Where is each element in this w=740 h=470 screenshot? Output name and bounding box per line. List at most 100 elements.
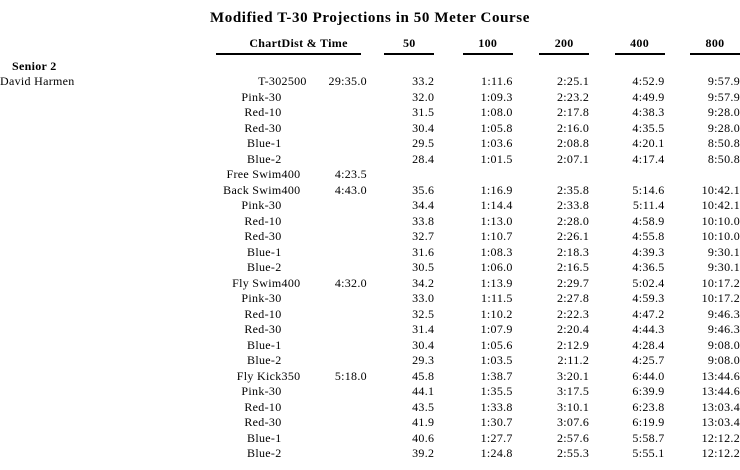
column-header-100-cell: 100: [434, 36, 513, 55]
chart-cell: Blue-2: [247, 260, 282, 274]
split-200-cell: 2:20.4: [557, 322, 590, 336]
split-200-cell: 2:08.8: [557, 136, 590, 150]
split-100-cell: 1:08.3: [480, 244, 513, 259]
swimmer-name-cell: [0, 167, 211, 183]
table-body: Senior 2 David Harmen T-30 2500 29:35.0 …: [0, 55, 740, 462]
split-400-cell: 4:25.7: [632, 353, 665, 367]
split-800-cell: 9:08.0: [707, 353, 740, 367]
dist-cell: [282, 90, 322, 106]
split-100-cell: 1:38.7: [480, 368, 513, 383]
time-cell: [322, 353, 367, 369]
table-row: Blue-2 29.3 1:03.5 2:11.2 4:25.7 9:08.0: [0, 353, 740, 369]
split-200-cell: 2:16.5: [557, 260, 590, 274]
split-200-cell: 2:17.8: [557, 105, 590, 119]
dist-cell: 350: [281, 368, 301, 383]
swimmer-name-cell: [0, 152, 211, 168]
split-50-cell: 32.0: [412, 89, 435, 104]
swimmer-name-cell: [0, 338, 211, 354]
table-row: Red-30 41.9 1:30.7 3:07.6 6:19.9 13:03.4: [0, 415, 740, 431]
split-100-cell: 1:14.4: [480, 198, 513, 212]
split-50-cell: 33.2: [412, 74, 435, 88]
split-200-cell: 2:12.9: [557, 337, 590, 352]
dist-cell: [282, 353, 322, 369]
table-row: Red-10 33.8 1:13.0 2:28.0 4:58.9 10:10.0: [0, 214, 740, 230]
dist-cell: [282, 136, 322, 152]
split-50-cell: 34.4: [412, 198, 435, 212]
split-800-cell: [665, 167, 740, 183]
split-800-cell: 10:17.2: [701, 291, 740, 305]
split-200-cell: 2:25.1: [557, 74, 590, 88]
chart-cell: Red-10: [244, 105, 282, 119]
split-200-cell: 2:18.3: [557, 244, 590, 259]
swimmer-name-cell: [0, 291, 211, 307]
split-400-cell: 4:20.1: [632, 136, 665, 150]
table-row: Red-10 31.5 1:08.0 2:17.8 4:38.3 9:28.0: [0, 105, 740, 121]
swimmer-name-cell: [0, 446, 211, 462]
split-200-cell: 2:33.8: [557, 198, 590, 212]
chart-cell: Blue-1: [247, 337, 282, 352]
time-cell: [322, 446, 367, 462]
split-200-cell: 2:35.8: [557, 182, 590, 197]
column-header-400: 400: [614, 36, 665, 55]
swimmer-name-cell: [0, 245, 211, 261]
dist-cell: [282, 121, 322, 137]
split-400-cell: 4:58.9: [632, 213, 665, 228]
split-100-cell: 1:06.0: [480, 260, 513, 274]
table-row: David Harmen T-30 2500 29:35.0 33.2 1:11…: [0, 74, 740, 90]
swimmer-name-cell: [0, 307, 211, 323]
split-100-cell: 1:08.0: [480, 105, 513, 119]
table-row: Blue-1 40.6 1:27.7 2:57.6 5:58.7 12:12.2: [0, 431, 740, 447]
table-row: Red-30 31.4 1:07.9 2:20.4 4:44.3 9:46.3: [0, 322, 740, 338]
swimmer-name-cell: [0, 198, 211, 214]
swimmer-name-cell: [0, 121, 211, 137]
split-400-cell: 5:14.6: [632, 182, 665, 197]
chart-cell: Pink-30: [241, 291, 282, 305]
time-cell: [322, 322, 367, 338]
split-200-cell: 2:55.3: [557, 446, 590, 460]
dist-cell: [282, 229, 322, 245]
split-800-cell: 12:12.2: [701, 430, 740, 445]
split-50-cell: 29.3: [412, 353, 435, 367]
chart-cell: Blue-1: [247, 430, 282, 445]
chart-cell: Red-10: [244, 213, 282, 228]
dist-cell: 400: [281, 275, 301, 290]
split-400-cell: 4:28.4: [632, 337, 665, 352]
split-800-cell: 9:46.3: [707, 322, 740, 336]
table-row: Pink-30 34.4 1:14.4 2:33.8 5:11.4 10:42.…: [0, 198, 740, 214]
split-50-cell: 40.6: [412, 430, 435, 445]
split-100-cell: 1:11.5: [481, 291, 513, 305]
split-100-cell: 1:05.8: [480, 120, 513, 135]
split-400-cell: 4:52.9: [632, 74, 665, 88]
split-200-cell: 2:26.1: [557, 229, 590, 243]
chart-cell: Pink-30: [241, 89, 282, 104]
split-50-cell: 33.8: [412, 213, 435, 228]
split-800-cell: 10:42.1: [701, 198, 740, 212]
time-cell: [322, 260, 367, 276]
split-800-cell: 9:08.0: [707, 337, 740, 352]
time-cell: [322, 136, 367, 152]
split-400-cell: 6:44.0: [632, 368, 665, 383]
dist-cell: [282, 152, 322, 168]
split-800-cell: 9:57.9: [707, 89, 740, 104]
split-50-cell: 39.2: [412, 446, 435, 460]
dist-cell: [282, 105, 322, 121]
chart-cell: Red-10: [244, 306, 282, 321]
table-row: Fly Swim 400 4:32.0 34.2 1:13.9 2:29.7 5…: [0, 276, 740, 292]
chart-cell: Red-30: [244, 229, 282, 243]
split-400-cell: 5:11.4: [632, 198, 665, 212]
table-row: Fly Kick 350 5:18.0 45.8 1:38.7 3:20.1 6…: [0, 369, 740, 385]
split-400-cell: 4:47.2: [632, 306, 665, 321]
split-100-cell: 1:03.5: [480, 353, 513, 367]
split-400-cell: 5:02.4: [632, 275, 665, 290]
time-cell: [322, 415, 367, 431]
chart-cell: Blue-1: [247, 136, 282, 150]
time-cell: [322, 400, 367, 416]
split-50-cell: 31.6: [412, 244, 435, 259]
group-label: Senior 2: [12, 58, 57, 73]
time-cell: [322, 431, 367, 447]
dist-cell: [282, 291, 322, 307]
split-400-cell: 4:59.3: [632, 291, 665, 305]
swimmer-name-cell: [0, 136, 211, 152]
dist-cell: 400: [281, 182, 301, 197]
split-800-cell: 13:44.6: [701, 384, 740, 398]
